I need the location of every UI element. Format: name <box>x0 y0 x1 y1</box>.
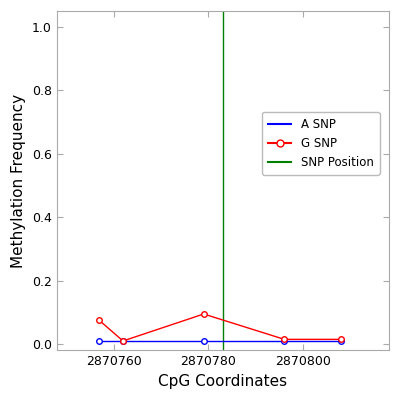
X-axis label: CpG Coordinates: CpG Coordinates <box>158 374 287 389</box>
Legend: A SNP, G SNP, SNP Position: A SNP, G SNP, SNP Position <box>262 112 380 175</box>
Y-axis label: Methylation Frequency: Methylation Frequency <box>11 94 26 268</box>
